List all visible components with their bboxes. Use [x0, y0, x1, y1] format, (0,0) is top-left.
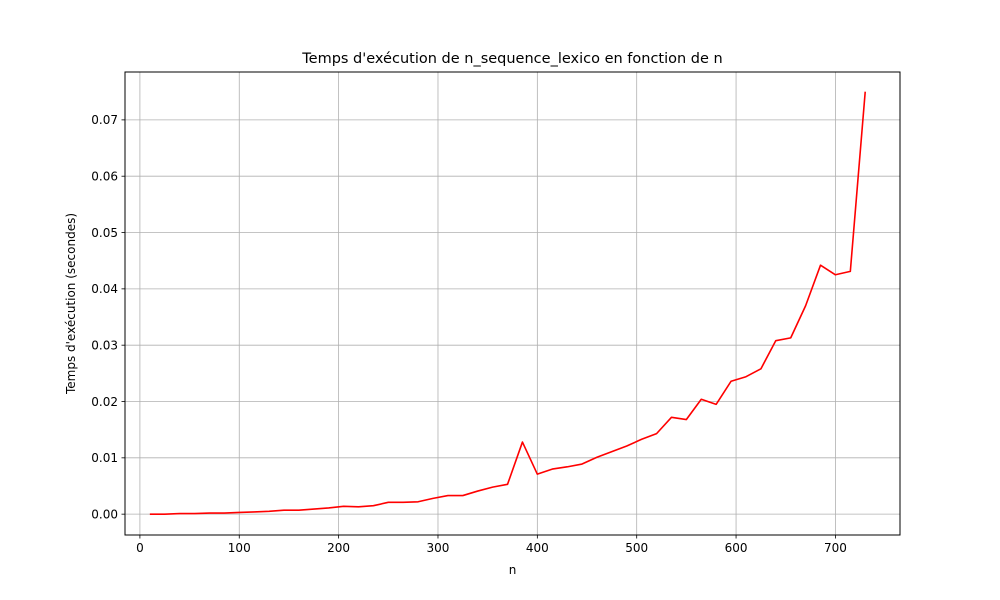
chart-title: Temps d'exécution de n_sequence_lexico e…	[301, 51, 723, 67]
x-tick-label: 600	[725, 541, 748, 555]
x-tick-label: 100	[228, 541, 251, 555]
y-tick-label: 0.01	[91, 451, 118, 465]
y-tick-label: 0.05	[91, 226, 118, 240]
x-tick-label: 400	[526, 541, 549, 555]
x-tick-label: 300	[427, 541, 450, 555]
x-axis-ticks: 0 100 200 300 400 500 600 700	[136, 535, 847, 555]
y-tick-label: 0.07	[91, 113, 118, 127]
y-tick-label: 0.02	[91, 395, 118, 409]
y-tick-label: 0.03	[91, 338, 118, 352]
plot-frame	[124, 71, 901, 536]
y-tick-label: 0.06	[91, 170, 118, 184]
y-axis-ticks: 0.00 0.01 0.02 0.03 0.04 0.05 0.06 0.07	[91, 113, 125, 521]
x-axis-label: n	[509, 563, 517, 577]
x-tick-label: 200	[327, 541, 350, 555]
y-axis-label: Temps d'exécution (secondes)	[64, 213, 78, 395]
y-tick-label: 0.00	[91, 507, 118, 521]
x-tick-label: 500	[625, 541, 648, 555]
x-tick-label: 0	[136, 541, 144, 555]
y-tick-label: 0.04	[91, 282, 118, 296]
x-tick-label: 700	[824, 541, 847, 555]
grid-lines	[125, 72, 900, 535]
series-line	[149, 91, 867, 515]
series-layer	[149, 91, 867, 515]
